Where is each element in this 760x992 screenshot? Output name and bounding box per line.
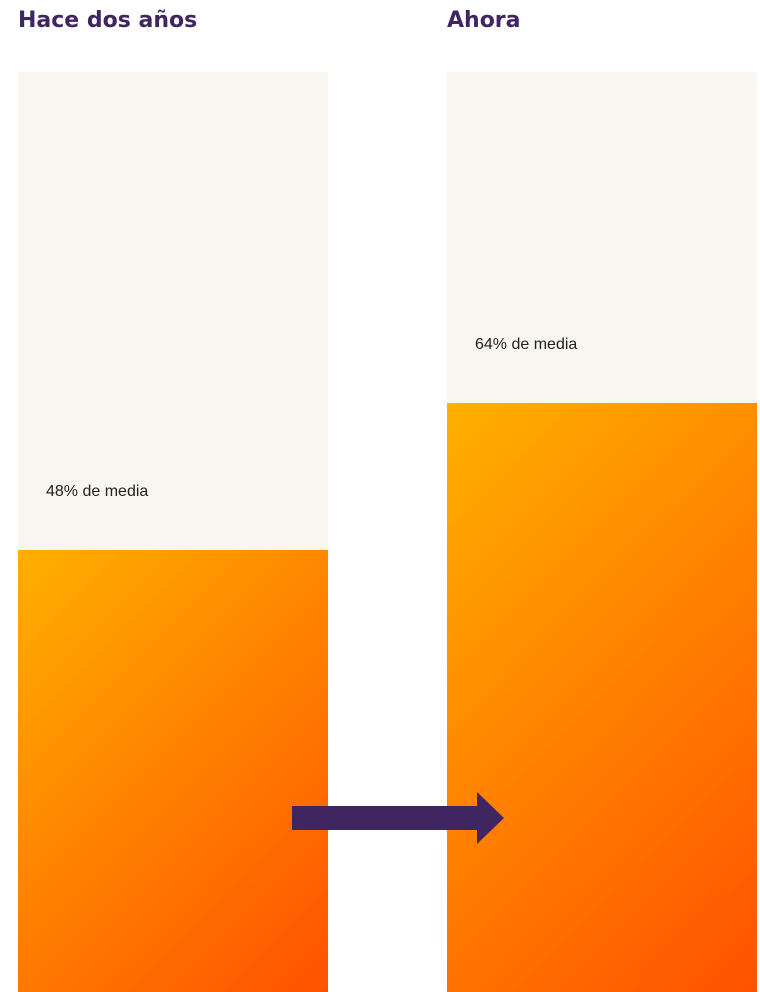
bar-track-right: 64% de media [447, 72, 757, 992]
chart-category-label-left: Hace dos años [18, 8, 198, 33]
bar-hace-dos-anos [18, 550, 328, 992]
bar-ahora [447, 403, 757, 992]
chart-category-label-right: Ahora [447, 8, 521, 33]
bar-track-left: 48% de media [18, 72, 328, 992]
bar-value-label-right: 64% de media [475, 336, 578, 353]
bar-value-label-left: 48% de media [46, 483, 149, 500]
arrow-right-icon [292, 792, 504, 844]
